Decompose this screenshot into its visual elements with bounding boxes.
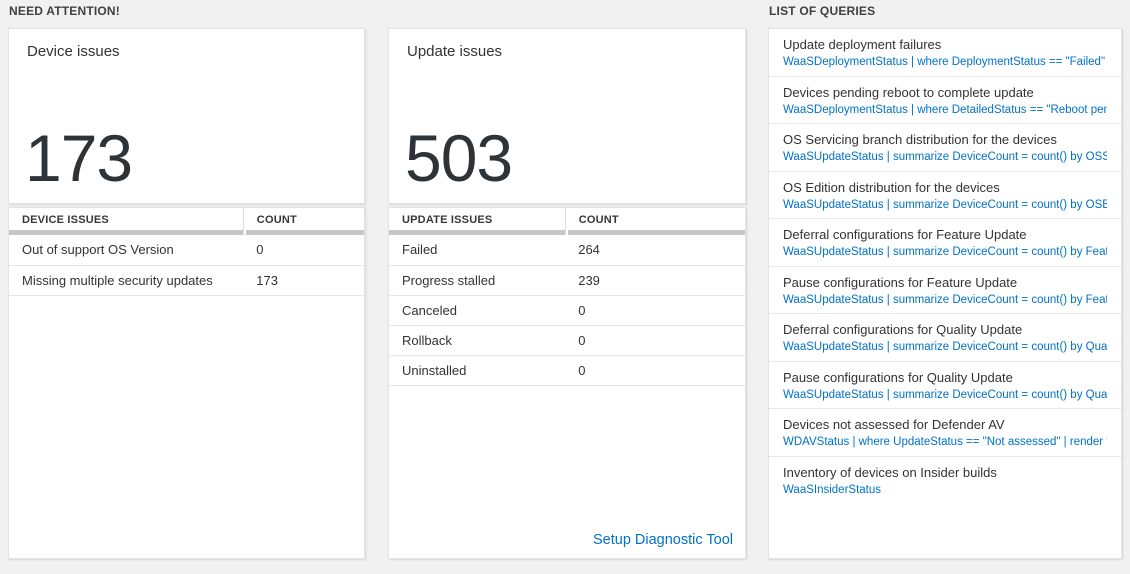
query-item[interactable]: Deferral configurations for Quality Upda… xyxy=(769,314,1121,362)
query-title: Update deployment failures xyxy=(783,37,942,52)
column-header-device-issues: DEVICE ISSUES xyxy=(9,208,244,235)
list-of-queries-section-label: LIST OF QUERIES xyxy=(769,4,876,18)
setup-diagnostic-tool-link[interactable]: Setup Diagnostic Tool xyxy=(593,532,733,548)
update-issues-title: Update issues xyxy=(407,43,503,60)
table-row[interactable]: Out of support OS Version 0 xyxy=(9,235,364,266)
issue-count: 239 xyxy=(565,265,745,296)
table-row[interactable]: Failed 264 xyxy=(389,235,745,266)
device-issues-count: 173 xyxy=(25,121,133,195)
issue-count: 0 xyxy=(565,325,745,356)
issue-label: Canceled xyxy=(389,295,566,326)
issue-label: Failed xyxy=(389,235,566,266)
query-item[interactable]: Pause configurations for Feature Update … xyxy=(769,267,1121,314)
query-item[interactable]: Deferral configurations for Feature Upda… xyxy=(769,219,1121,267)
table-row[interactable]: Progress stalled 239 xyxy=(389,265,745,296)
device-issues-table-tile: DEVICE ISSUES COUNT Out of support OS Ve… xyxy=(8,207,365,559)
list-of-queries-panel: Update deployment failures WaaSDeploymen… xyxy=(768,28,1122,559)
update-issues-tile[interactable]: Update issues 503 xyxy=(388,28,746,204)
issue-label: Rollback xyxy=(389,325,566,356)
update-issues-count: 503 xyxy=(405,121,513,195)
query-item[interactable]: OS Servicing branch distribution for the… xyxy=(769,124,1121,172)
column-header-update-issues: UPDATE ISSUES xyxy=(389,208,566,235)
query-title: OS Servicing branch distribution for the… xyxy=(783,132,1057,147)
column-header-count: COUNT xyxy=(243,208,364,235)
query-item[interactable]: OS Edition distribution for the devices … xyxy=(769,172,1121,219)
query-code: WaaSUpdateStatus | summarize DeviceCount… xyxy=(783,246,1107,258)
table-row[interactable]: Uninstalled 0 xyxy=(389,355,745,386)
update-issues-table-header: UPDATE ISSUES COUNT xyxy=(389,208,745,235)
query-title: Pause configurations for Feature Update xyxy=(783,274,1018,290)
query-title: Deferral configurations for Quality Upda… xyxy=(783,322,1023,337)
issue-count: 173 xyxy=(243,265,364,296)
update-issues-table-tile: UPDATE ISSUES COUNT Failed 264 Progress … xyxy=(388,207,746,559)
need-attention-section-label: NEED ATTENTION! xyxy=(9,4,120,18)
table-row[interactable]: Rollback 0 xyxy=(389,325,745,356)
column-header-count: COUNT xyxy=(565,208,745,235)
table-row[interactable]: Missing multiple security updates 173 xyxy=(9,265,364,296)
issue-label: Progress stalled xyxy=(389,265,566,296)
update-issues-table: UPDATE ISSUES COUNT Failed 264 Progress … xyxy=(389,208,745,386)
query-code: WaaSUpdateStatus | summarize DeviceCount… xyxy=(783,151,1107,163)
query-code: WaaSUpdateStatus | summarize DeviceCount… xyxy=(783,293,1107,306)
issue-label: Out of support OS Version xyxy=(9,235,244,266)
query-code: WaaSInsiderStatus xyxy=(783,483,882,496)
query-title: Devices pending reboot to complete updat… xyxy=(783,84,1034,100)
query-code: WaaSUpdateStatus | summarize DeviceCount… xyxy=(783,198,1107,211)
query-title: Pause configurations for Quality Update xyxy=(783,369,1013,385)
issue-count: 0 xyxy=(243,235,364,266)
query-title: Deferral configurations for Feature Upda… xyxy=(783,227,1027,242)
issue-label: Uninstalled xyxy=(389,355,566,386)
query-code: WDAVStatus | where UpdateStatus == "Not … xyxy=(783,436,1107,448)
query-code: WaaSDeploymentStatus | where DeploymentS… xyxy=(783,56,1107,68)
query-code: WaaSDeploymentStatus | where DetailedSta… xyxy=(783,103,1107,116)
device-issues-title: Device issues xyxy=(27,43,120,60)
query-item[interactable]: Update deployment failures WaaSDeploymen… xyxy=(769,29,1121,77)
issue-label: Missing multiple security updates xyxy=(9,265,244,296)
query-item[interactable]: Pause configurations for Quality Update … xyxy=(769,362,1121,409)
issue-count: 0 xyxy=(565,355,745,386)
query-code: WaaSUpdateStatus | summarize DeviceCount… xyxy=(783,388,1107,401)
table-row[interactable]: Canceled 0 xyxy=(389,295,745,326)
query-item[interactable]: Devices pending reboot to complete updat… xyxy=(769,77,1121,124)
issue-count: 0 xyxy=(565,295,745,326)
query-item[interactable]: Inventory of devices on Insider builds W… xyxy=(769,457,1121,505)
device-issues-table-header: DEVICE ISSUES COUNT xyxy=(9,208,364,235)
device-issues-tile[interactable]: Device issues 173 xyxy=(8,28,365,204)
query-item[interactable]: Devices not assessed for Defender AV WDA… xyxy=(769,409,1121,457)
query-code: WaaSUpdateStatus | summarize DeviceCount… xyxy=(783,341,1107,353)
issue-count: 264 xyxy=(565,235,745,266)
query-title: OS Edition distribution for the devices xyxy=(783,179,1000,195)
query-title: Devices not assessed for Defender AV xyxy=(783,417,1005,432)
query-title: Inventory of devices on Insider builds xyxy=(783,464,997,480)
device-issues-table: DEVICE ISSUES COUNT Out of support OS Ve… xyxy=(9,208,364,296)
